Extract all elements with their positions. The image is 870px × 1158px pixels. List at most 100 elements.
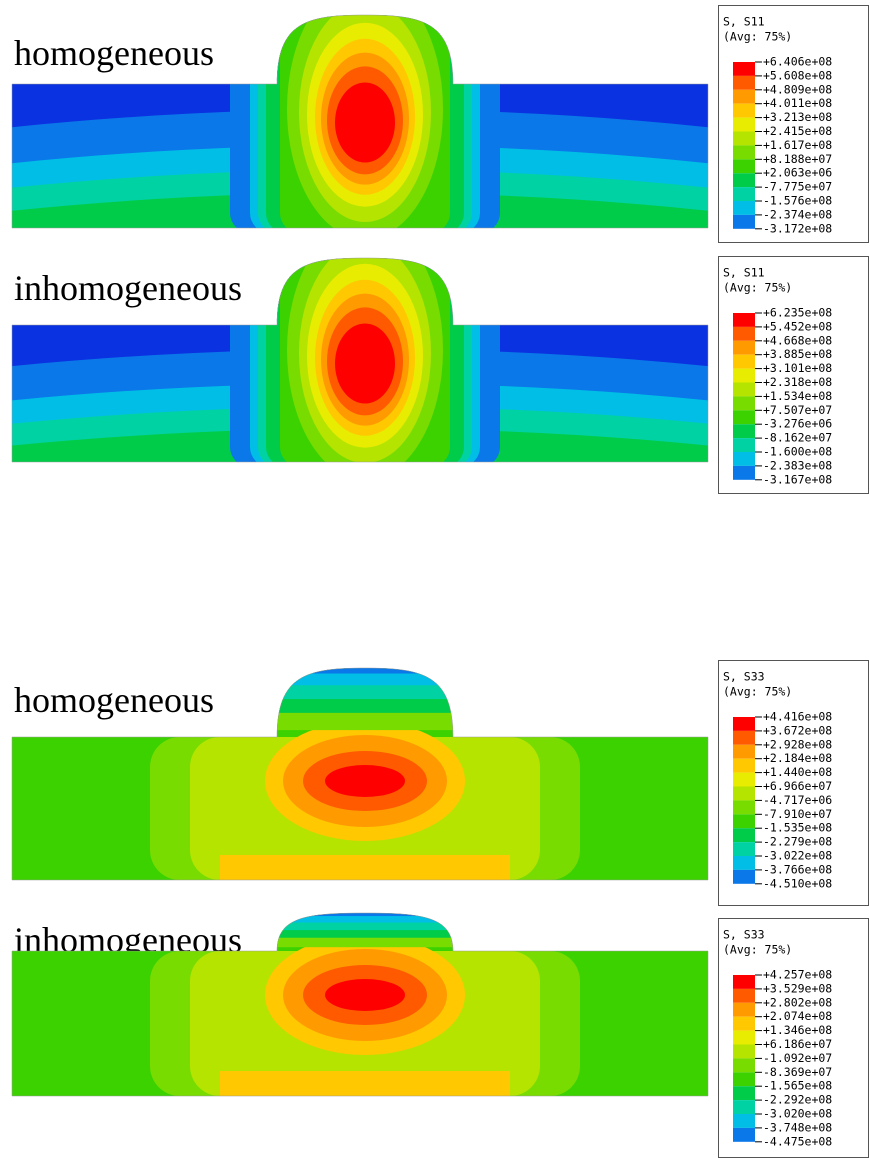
legend-swatch xyxy=(733,1100,755,1114)
legend-swatch xyxy=(733,62,755,76)
legend-value: +2.074e+08 xyxy=(763,1009,832,1023)
legend-value: -1.535e+08 xyxy=(763,821,832,835)
band xyxy=(325,979,405,1011)
legend-value: -7.910e+07 xyxy=(763,807,832,821)
legend-swatch xyxy=(733,730,755,745)
legend-value: +7.507e+07 xyxy=(763,403,832,417)
band xyxy=(12,668,708,674)
legend-value: +6.966e+07 xyxy=(763,779,832,793)
legend-value: -3.022e+08 xyxy=(763,849,832,863)
legend-swatch xyxy=(733,382,755,397)
legend-value: +1.534e+08 xyxy=(763,389,832,403)
legend-swatch xyxy=(733,1030,755,1045)
legend-value: +4.011e+08 xyxy=(763,96,832,110)
legend-value: -4.475e+08 xyxy=(763,1134,832,1148)
legend-swatch xyxy=(733,1058,755,1073)
legend-swatch xyxy=(733,842,755,856)
legend-swatch xyxy=(733,975,755,989)
plot-outline xyxy=(11,257,709,463)
legend-swatch xyxy=(733,340,755,355)
legend-value: +3.885e+08 xyxy=(763,347,832,361)
legend-value: -3.167e+08 xyxy=(763,472,832,486)
legend-swatch xyxy=(733,828,755,843)
band xyxy=(220,1071,510,1096)
legend-swatch xyxy=(733,1072,755,1087)
legend-swatch xyxy=(733,313,755,327)
legend-value: +3.672e+08 xyxy=(763,723,832,737)
legend-value: +4.809e+08 xyxy=(763,82,832,96)
legend-swatch xyxy=(733,869,755,884)
legend-value: +1.617e+08 xyxy=(763,138,832,152)
legend-swatch xyxy=(733,1002,755,1017)
legend-value: +1.346e+08 xyxy=(763,1023,832,1037)
legend-swatch xyxy=(733,368,755,383)
legend-subtitle: (Avg: 75%) xyxy=(723,30,792,44)
legend-value: -2.374e+08 xyxy=(763,207,832,221)
legend-value: -2.383e+08 xyxy=(763,458,832,472)
plot-outline xyxy=(11,912,709,1097)
legend-box xyxy=(718,256,869,494)
legend-swatch xyxy=(733,1127,755,1142)
legend-value: -2.279e+08 xyxy=(763,835,832,849)
legend-swatch xyxy=(733,145,755,160)
legend-title: S, S33 xyxy=(723,928,765,942)
legend-swatch xyxy=(733,800,755,815)
legend-swatch xyxy=(733,1114,755,1128)
legend-value: +2.415e+08 xyxy=(763,124,832,138)
panel-label: homogeneous xyxy=(14,33,214,73)
panel-label: homogeneous xyxy=(14,680,214,720)
legend-swatch xyxy=(733,410,755,425)
legend-swatch xyxy=(733,396,755,411)
legend-value: -3.020e+08 xyxy=(763,1107,832,1121)
legend-value: +6.235e+08 xyxy=(763,306,832,320)
legend-value: +3.213e+08 xyxy=(763,110,832,124)
legend-title: S, S11 xyxy=(723,15,765,29)
legend-value: -1.576e+08 xyxy=(763,194,832,208)
legend-value: -1.600e+08 xyxy=(763,445,832,459)
panel-label: inhomogeneous xyxy=(14,268,242,308)
band xyxy=(220,855,510,880)
legend-box xyxy=(718,5,869,243)
legend-value: +4.257e+08 xyxy=(763,968,832,982)
legend-value: -3.766e+08 xyxy=(763,862,832,876)
legend-swatch xyxy=(733,159,755,174)
legend-swatch xyxy=(733,117,755,132)
legend-swatch xyxy=(733,856,755,870)
legend-value: -8.369e+07 xyxy=(763,1065,832,1079)
band xyxy=(335,323,395,404)
legend-value: +3.101e+08 xyxy=(763,361,832,375)
band xyxy=(12,913,708,923)
legend-subtitle: (Avg: 75%) xyxy=(723,281,792,295)
legend-swatch xyxy=(733,187,755,201)
legend-swatch xyxy=(733,326,755,341)
legend-value: -4.510e+08 xyxy=(763,876,832,890)
legend-value: -8.162e+07 xyxy=(763,431,832,445)
legend-value: -3.276e+06 xyxy=(763,417,832,431)
legend-swatch xyxy=(733,786,755,801)
legend-swatch xyxy=(733,75,755,90)
legend-subtitle: (Avg: 75%) xyxy=(723,943,792,957)
legend-swatch xyxy=(733,131,755,146)
band xyxy=(335,82,395,163)
legend-value: -4.717e+06 xyxy=(763,793,832,807)
legend-value: +2.184e+08 xyxy=(763,751,832,765)
legend-swatch xyxy=(733,354,755,369)
legend-box xyxy=(718,660,869,906)
legend-swatch xyxy=(733,452,755,466)
legend-value: -7.775e+07 xyxy=(763,180,832,194)
legend-value: -2.292e+08 xyxy=(763,1093,832,1107)
legend-value: +4.416e+08 xyxy=(763,710,832,724)
legend-value: +5.452e+08 xyxy=(763,319,832,333)
plot-outline xyxy=(11,667,709,881)
legend-swatch xyxy=(733,717,755,731)
legend-value: +2.318e+08 xyxy=(763,375,832,389)
band xyxy=(12,913,708,917)
legend-value: +6.186e+07 xyxy=(763,1037,832,1051)
legend-swatch xyxy=(733,465,755,480)
legend-value: +5.608e+08 xyxy=(763,68,832,82)
legend-swatch xyxy=(733,173,755,188)
legend-swatch xyxy=(733,201,755,215)
legend-swatch xyxy=(733,214,755,229)
legend-value: -3.748e+08 xyxy=(763,1120,832,1134)
legend-value: -3.172e+08 xyxy=(763,221,832,235)
